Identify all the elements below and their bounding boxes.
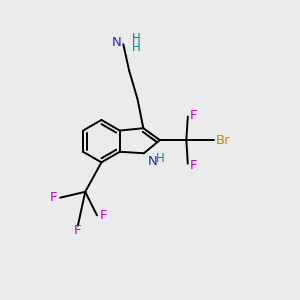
Text: F: F <box>189 109 197 122</box>
Text: F: F <box>50 191 57 204</box>
Text: N: N <box>112 36 122 49</box>
Text: H: H <box>132 32 141 46</box>
Text: F: F <box>74 224 82 238</box>
Text: H: H <box>132 41 141 54</box>
Text: Br: Br <box>216 134 230 147</box>
Text: F: F <box>100 209 107 222</box>
Text: N: N <box>148 155 157 168</box>
Text: F: F <box>189 159 197 172</box>
Text: H: H <box>156 152 165 165</box>
